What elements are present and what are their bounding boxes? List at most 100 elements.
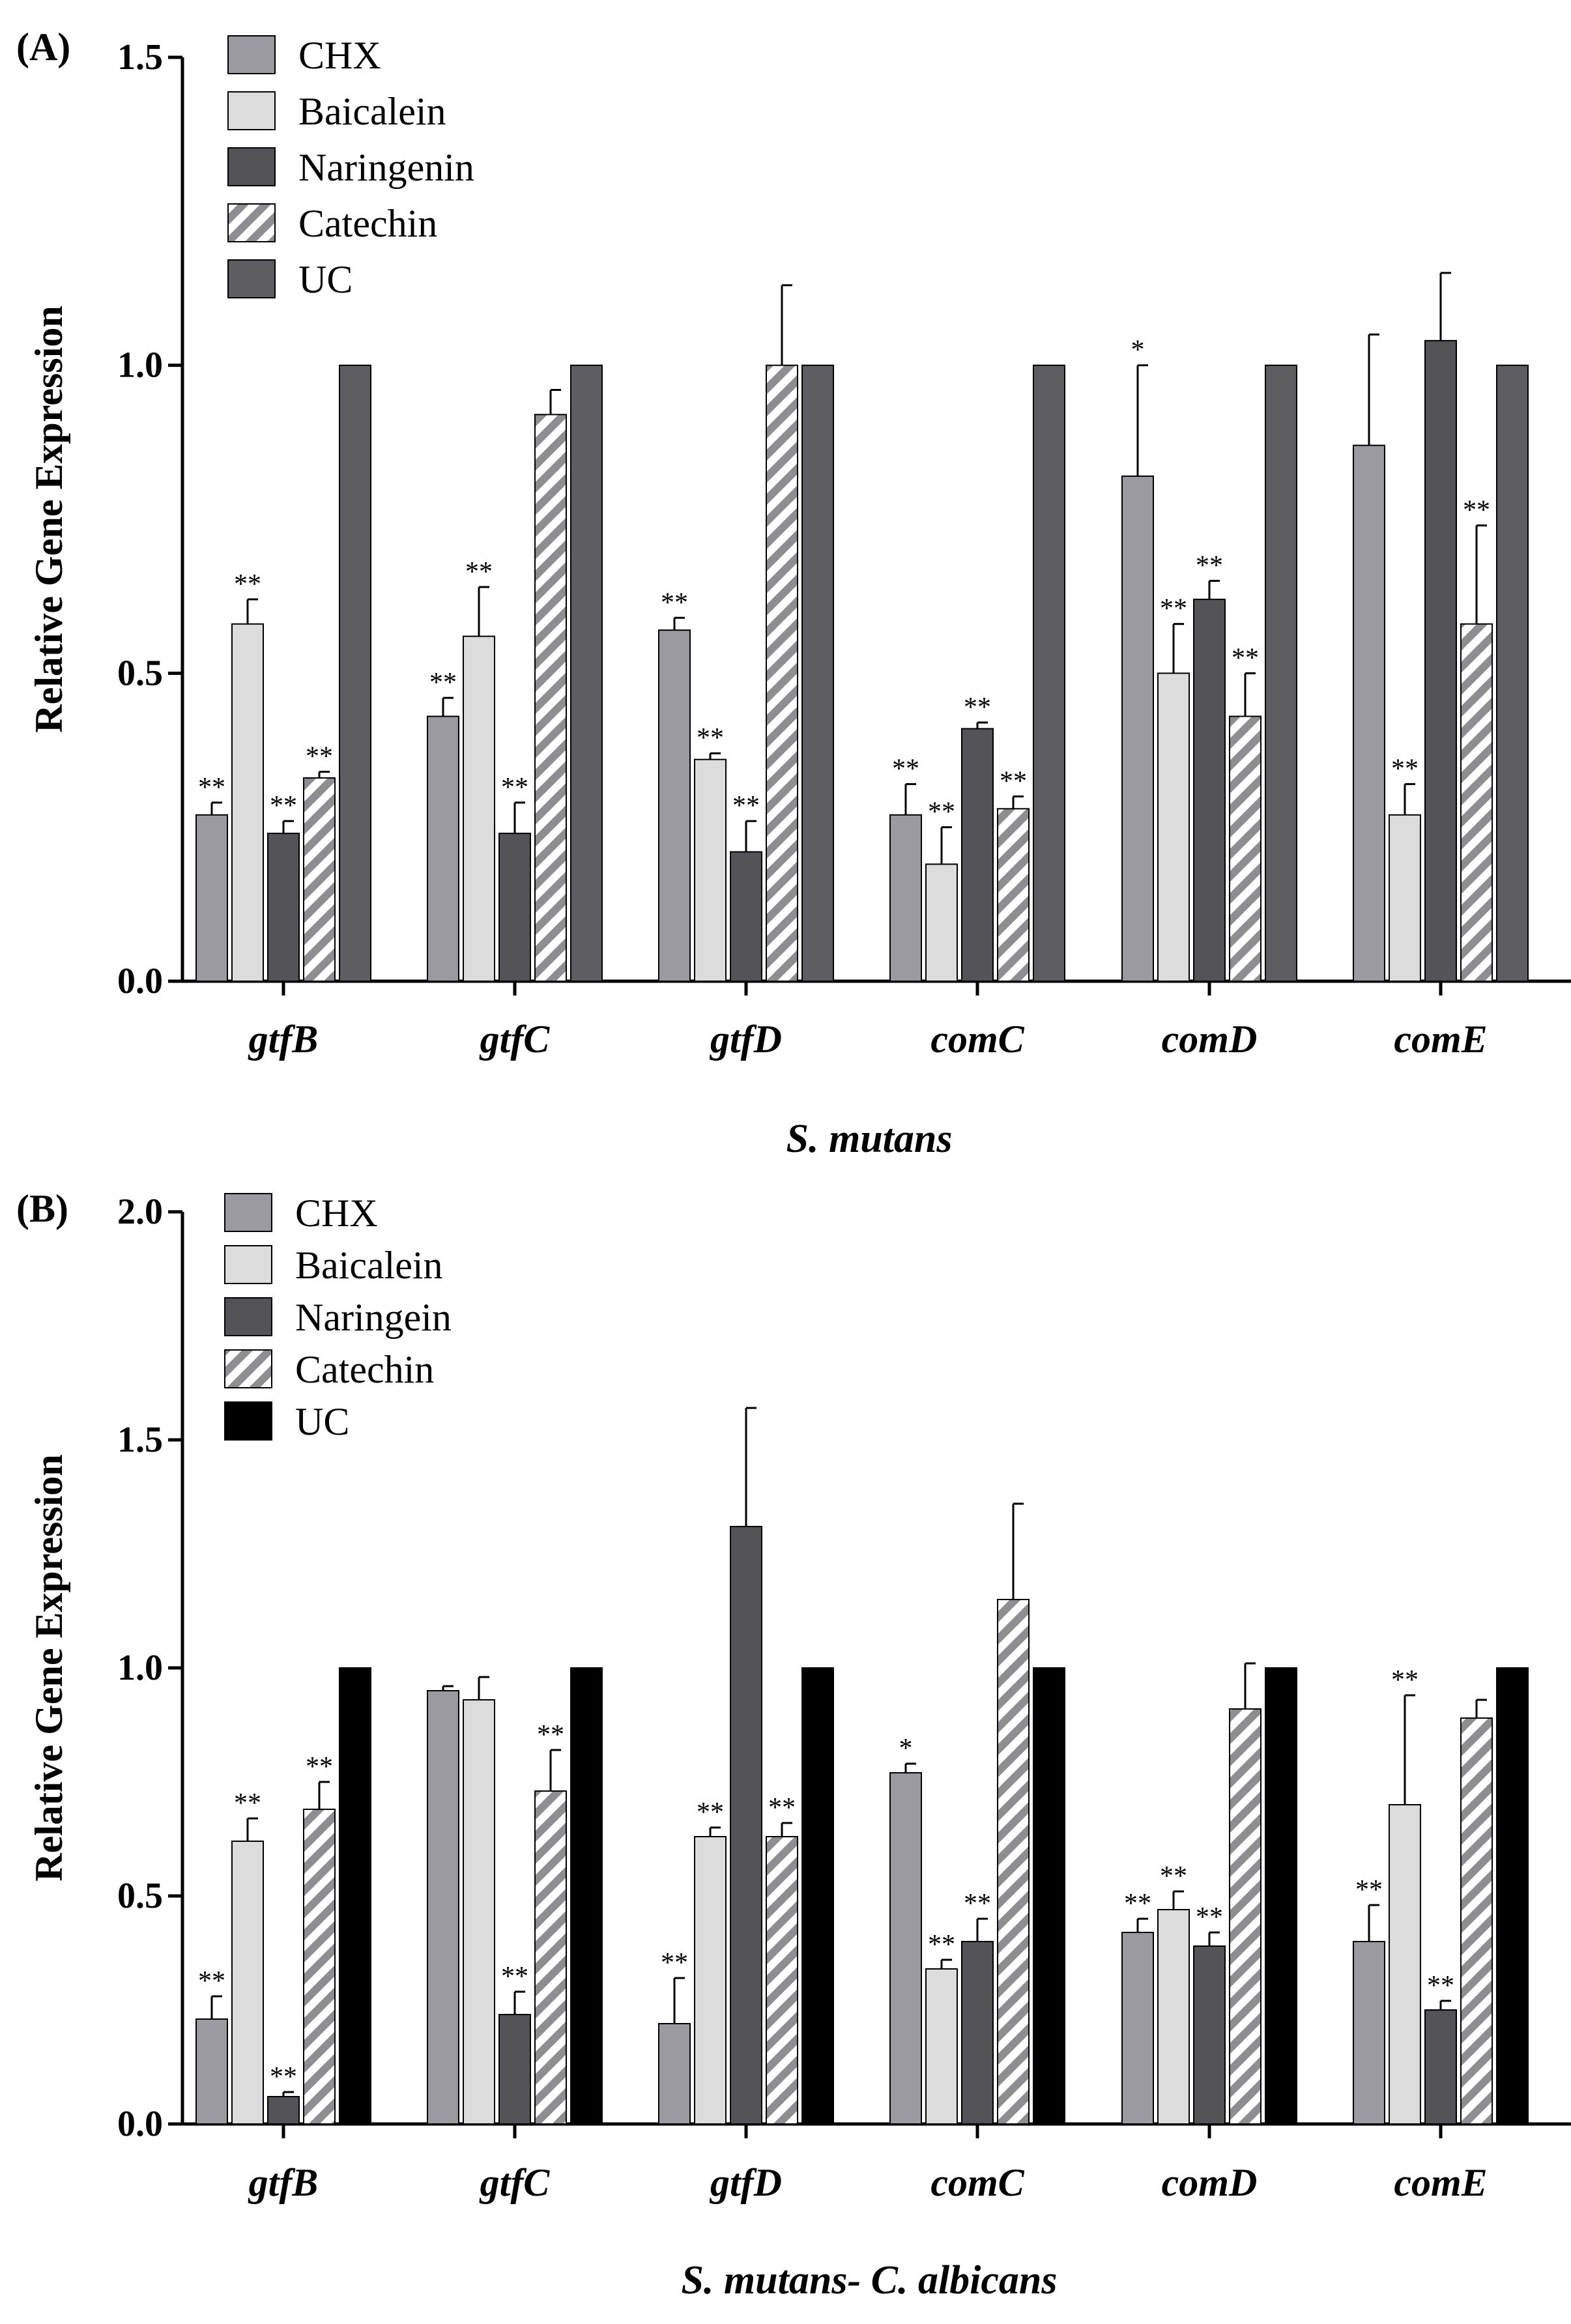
- x-category-label: comC: [930, 1018, 1024, 1061]
- x-axis-title: S. mutans: [786, 1117, 952, 1161]
- y-tick-label: 0.0: [117, 2104, 163, 2144]
- bar-baicalein-comD: [1157, 672, 1190, 983]
- bar-catechin-comC: [997, 1599, 1030, 2125]
- x-category-label: gtfC: [479, 2161, 551, 2204]
- panel-b-chart: (B) 0.0 0.5 1.0 1.5 2.0 Relative Gene Expressi…: [16, 1187, 1571, 2302]
- significance-mark: **: [928, 1930, 955, 1960]
- bar-catechin-comE: [1460, 623, 1493, 982]
- bar-chx-comC: [889, 1772, 922, 2125]
- significance-mark: **: [661, 588, 688, 618]
- bar-uc-gtfD: [801, 364, 834, 982]
- significance-mark: **: [306, 742, 333, 772]
- legend-swatch-chx: [227, 35, 276, 74]
- bar-naringein-comD: [1193, 1945, 1226, 2125]
- legend-label-uc: UC: [298, 258, 353, 301]
- bar-chx-comD: [1121, 1932, 1154, 2125]
- significance-mark: **: [234, 1788, 261, 1818]
- bar-chx-gtfB: [195, 814, 228, 983]
- bar-catechin-comC: [997, 808, 1030, 982]
- legend-label-baicalein: Baicalein: [295, 1244, 443, 1287]
- bar-baicalein-comD: [1157, 1909, 1190, 2125]
- bar-uc-comC: [1033, 364, 1065, 982]
- legend-swatch-chx: [224, 1193, 272, 1232]
- legend-swatch-naringenin: [227, 147, 276, 186]
- significance-mark: **: [1196, 1902, 1223, 1932]
- bar-catechin-gtfB: [303, 1809, 336, 2125]
- significance-mark: **: [429, 668, 457, 698]
- x-category-label: comC: [930, 2161, 1024, 2204]
- y-tick-label: 2.0: [117, 1192, 163, 1232]
- panel-label: (A): [16, 25, 70, 68]
- bar-catechin-comE: [1460, 1717, 1493, 2125]
- significance-mark: **: [198, 773, 225, 803]
- legend-swatch-uc: [227, 259, 276, 298]
- bar-uc-gtfC: [570, 1667, 603, 2125]
- legend-swatch-baicalein: [224, 1245, 272, 1284]
- bar-uc-comC: [1033, 1667, 1065, 2125]
- bar-naringenin-comC: [961, 728, 994, 982]
- bar-baicalein-gtfB: [231, 1841, 264, 2125]
- bar-baicalein-comE: [1389, 1804, 1421, 2125]
- bar-chx-comC: [889, 814, 922, 983]
- significance-mark: **: [892, 754, 919, 784]
- significance-mark: **: [964, 1889, 991, 1919]
- bar-uc-comD: [1265, 1667, 1297, 2125]
- y-axis-title: Relative Gene Expression: [27, 1454, 70, 1882]
- bar-chx-comE: [1353, 1941, 1385, 2125]
- bar-baicalein-gtfB: [231, 623, 264, 982]
- bar-uc-comE: [1496, 364, 1529, 982]
- legend-label-chx: CHX: [298, 34, 381, 77]
- bar-uc-gtfB: [339, 364, 371, 982]
- significance-mark: **: [768, 1793, 796, 1823]
- x-category-label: gtfD: [709, 2161, 782, 2204]
- bar-baicalein-gtfC: [463, 1699, 495, 2125]
- panel-a-chart: (A) 0.0 0.5 1.0 1.5 Relative Gene Expression g…: [16, 25, 1571, 1161]
- bar-naringein-comE: [1424, 2009, 1457, 2125]
- bar-naringenin-gtfD: [730, 851, 762, 982]
- x-category-label: gtfB: [248, 1018, 319, 1061]
- bar-chx-gtfD: [658, 629, 691, 982]
- bar-chx-gtfC: [427, 1690, 459, 2125]
- legend-swatch-baicalein: [227, 91, 276, 130]
- bar-catechin-comD: [1229, 715, 1261, 983]
- bar-naringenin-comD: [1193, 598, 1226, 982]
- significance-mark: **: [1463, 495, 1490, 525]
- panel-label: (B): [16, 1187, 68, 1230]
- significance-mark: *: [899, 1734, 913, 1764]
- bar-catechin-gtfC: [534, 1790, 567, 2125]
- bar-baicalein-gtfD: [694, 1836, 727, 2125]
- significance-mark: **: [697, 1798, 724, 1828]
- bar-naringein-gtfC: [498, 2014, 531, 2125]
- bar-uc-gtfC: [570, 364, 603, 982]
- bar-catechin-gtfC: [534, 414, 567, 982]
- significance-mark: **: [1160, 594, 1187, 624]
- legend-label-catechin: Catechin: [298, 202, 437, 245]
- bar-naringein-comC: [961, 1941, 994, 2125]
- y-tick-label: 0.5: [117, 653, 163, 693]
- significance-mark: **: [1160, 1861, 1187, 1891]
- x-category-label: gtfC: [479, 1018, 551, 1061]
- bar-uc-gtfD: [801, 1667, 834, 2125]
- legend-label-naringein: Naringein: [295, 1296, 452, 1339]
- bar-chx-gtfC: [427, 715, 459, 983]
- bar-chx-comD: [1121, 475, 1154, 982]
- significance-mark: **: [1000, 766, 1027, 796]
- significance-mark: **: [697, 723, 724, 753]
- bar-baicalein-gtfD: [694, 758, 727, 983]
- legend-label-catechin: Catechin: [295, 1348, 434, 1391]
- y-tick-label: 1.5: [117, 1420, 163, 1460]
- bar-baicalein-gtfC: [463, 635, 495, 982]
- legend-label-chx: CHX: [295, 1192, 378, 1235]
- significance-mark: **: [928, 797, 955, 827]
- x-category-label: comE: [1394, 1018, 1487, 1061]
- x-category-label: comE: [1394, 2161, 1487, 2204]
- bar-catechin-gtfB: [303, 777, 336, 983]
- bar-chx-gtfB: [195, 2018, 228, 2125]
- legend-swatch-naringein: [224, 1297, 272, 1336]
- x-axis-title: S. mutans- C. albicans: [681, 2258, 1057, 2302]
- significance-mark: **: [198, 1966, 225, 1996]
- legend-label-baicalein: Baicalein: [298, 90, 446, 133]
- y-tick-label: 1.0: [117, 1648, 163, 1688]
- y-tick-label: 0.5: [117, 1876, 163, 1916]
